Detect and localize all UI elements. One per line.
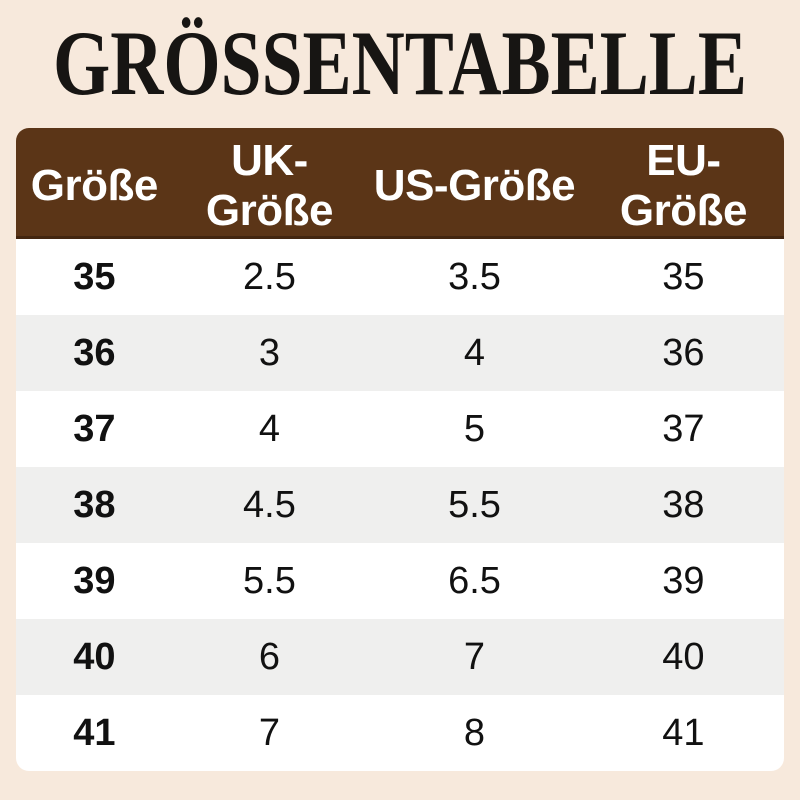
table-cell: 8 bbox=[366, 695, 583, 771]
table-cell: 7 bbox=[172, 695, 367, 771]
table-cell: 37 bbox=[16, 391, 173, 467]
table-cell: 3 bbox=[172, 315, 367, 391]
table-cell: 5.5 bbox=[172, 543, 367, 619]
column-header-uk-groesse: UK-Größe bbox=[172, 128, 367, 239]
table-cell: 35 bbox=[16, 239, 173, 315]
table-cell: 6.5 bbox=[366, 543, 583, 619]
table-cell: 5 bbox=[366, 391, 583, 467]
table-cell: 39 bbox=[16, 543, 173, 619]
size-table-body: 35 2.5 3.5 35 36 3 4 36 37 4 5 37 38 4.5 5.5 38 39 5.5 6.5… bbox=[16, 239, 784, 771]
table-cell: 37 bbox=[582, 391, 784, 467]
column-header-groesse: Größe bbox=[16, 128, 173, 239]
size-table-wrapper: Größe UK-Größe US-Größe EU-Größe 35 2.5 3.… bbox=[16, 128, 784, 771]
table-cell: 5.5 bbox=[366, 467, 583, 543]
page-title: GRÖSSENTABELLE bbox=[53, 12, 747, 114]
table-row: 35 2.5 3.5 35 bbox=[16, 239, 784, 315]
table-cell: 2.5 bbox=[172, 239, 367, 315]
table-row: 37 4 5 37 bbox=[16, 391, 784, 467]
header-row: Größe UK-Größe US-Größe EU-Größe bbox=[16, 128, 784, 239]
table-cell: 4.5 bbox=[172, 467, 367, 543]
column-header-eu-groesse: EU-Größe bbox=[582, 128, 784, 239]
table-cell: 36 bbox=[582, 315, 784, 391]
table-cell: 6 bbox=[172, 619, 367, 695]
size-table: Größe UK-Größe US-Größe EU-Größe 35 2.5 3.… bbox=[16, 128, 784, 771]
table-cell: 4 bbox=[172, 391, 367, 467]
table-cell: 41 bbox=[582, 695, 784, 771]
table-row: 41 7 8 41 bbox=[16, 695, 784, 771]
table-row: 36 3 4 36 bbox=[16, 315, 784, 391]
table-row: 39 5.5 6.5 39 bbox=[16, 543, 784, 619]
table-cell: 41 bbox=[16, 695, 173, 771]
column-header-us-groesse: US-Größe bbox=[366, 128, 583, 239]
table-cell: 39 bbox=[582, 543, 784, 619]
table-cell: 38 bbox=[582, 467, 784, 543]
table-cell: 38 bbox=[16, 467, 173, 543]
table-row: 40 6 7 40 bbox=[16, 619, 784, 695]
table-row: 38 4.5 5.5 38 bbox=[16, 467, 784, 543]
table-cell: 35 bbox=[582, 239, 784, 315]
table-cell: 40 bbox=[16, 619, 173, 695]
table-cell: 3.5 bbox=[366, 239, 583, 315]
size-table-header: Größe UK-Größe US-Größe EU-Größe bbox=[16, 128, 784, 239]
table-cell: 40 bbox=[582, 619, 784, 695]
table-cell: 36 bbox=[16, 315, 173, 391]
table-cell: 7 bbox=[366, 619, 583, 695]
table-cell: 4 bbox=[366, 315, 583, 391]
size-chart-page: GRÖSSENTABELLE Größe UK-Größe US-Größe E… bbox=[0, 12, 800, 800]
